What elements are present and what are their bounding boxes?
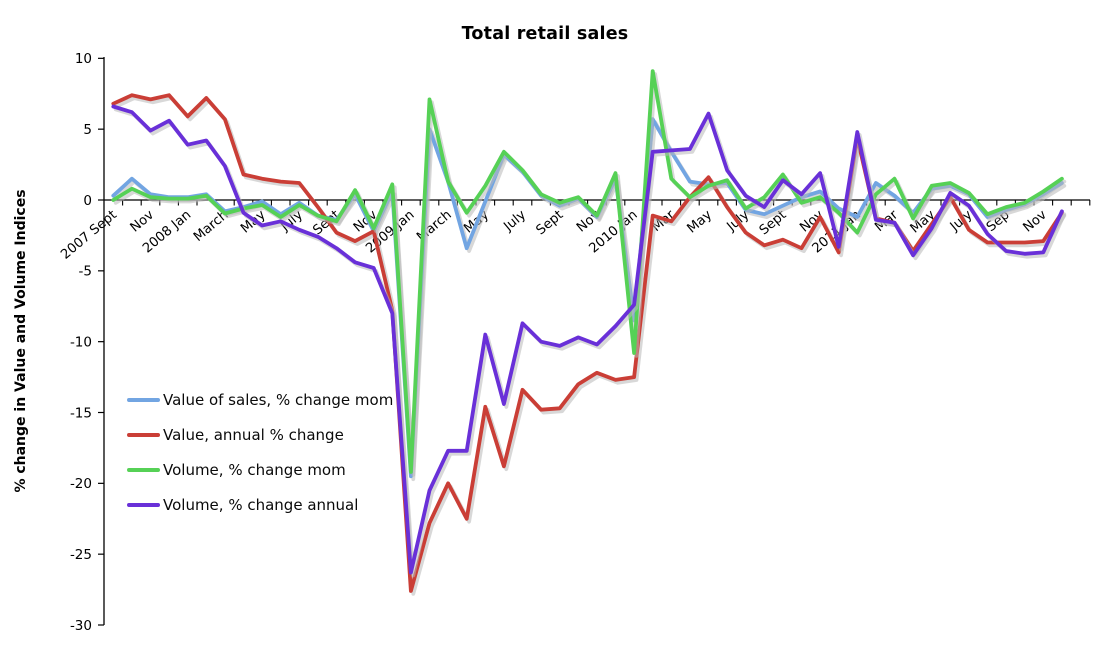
x-axis-label: July xyxy=(500,207,529,235)
y-axis-tick-label: 0 xyxy=(83,193,92,209)
legend-label: Volume, % change annual xyxy=(163,495,359,514)
x-axis-label: 2007 Sept xyxy=(58,208,120,263)
legend-swatch xyxy=(127,467,160,472)
legend-item: Volume, % change mom xyxy=(127,452,393,487)
x-axis-label: Nov xyxy=(128,207,158,235)
y-axis-tick-label: 5 xyxy=(83,122,92,138)
y-axis-tick-label: -20 xyxy=(70,476,92,492)
chart-title: Total retail sales xyxy=(461,24,629,44)
legend-swatch xyxy=(127,397,160,402)
y-axis-tick-label: -15 xyxy=(70,405,92,421)
y-axis-tick-label: -30 xyxy=(70,618,92,634)
x-axis-label: May xyxy=(685,207,716,236)
y-axis-tick-label: -10 xyxy=(70,334,92,350)
legend-label: Value of sales, % change mom xyxy=(163,390,394,409)
x-axis-label: March xyxy=(414,208,454,245)
y-axis-tick-label: -5 xyxy=(79,264,92,280)
legend-label: Volume, % change mom xyxy=(163,460,346,479)
legend-swatch xyxy=(127,502,160,507)
x-axis-label: Sept xyxy=(534,208,567,239)
legend: Value of sales, % change mom Value, annua… xyxy=(127,382,393,522)
y-axis-tick-label: 10 xyxy=(75,51,92,67)
legend-label: Value, annual % change xyxy=(163,425,344,444)
legend-swatch xyxy=(127,432,160,437)
y-axis-tick-label: -25 xyxy=(70,547,92,563)
legend-item: Volume, % change annual xyxy=(127,487,393,522)
series-line-3 xyxy=(111,104,1064,575)
series-line-2 xyxy=(111,69,1064,474)
legend-item: Value of sales, % change mom xyxy=(127,382,393,417)
legend-item: Value, annual % change xyxy=(127,417,393,452)
x-axis-label: Nov xyxy=(1021,207,1051,235)
